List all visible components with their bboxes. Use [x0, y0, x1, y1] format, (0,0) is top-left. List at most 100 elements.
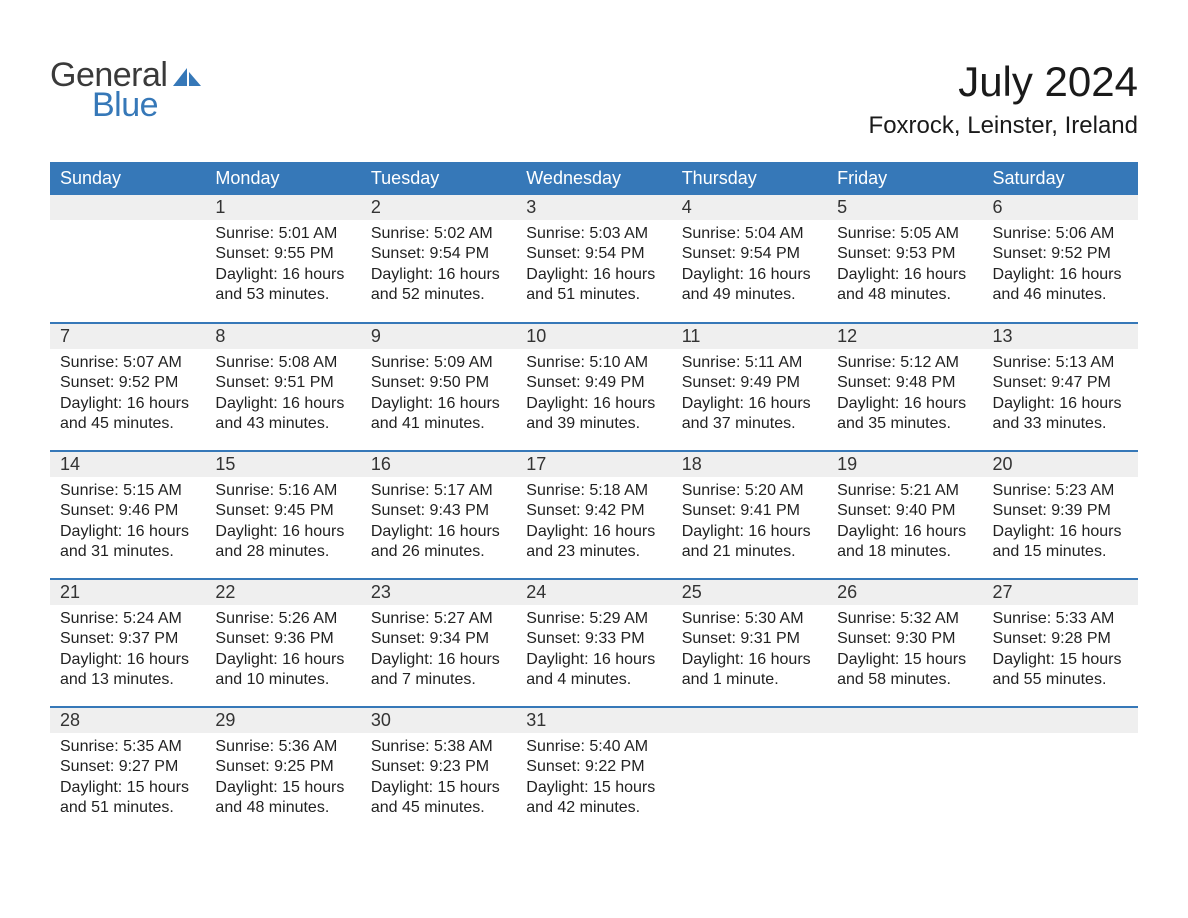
daylight-line: Daylight: 16 hours and 45 minutes.: [60, 394, 195, 435]
day-number: 4: [672, 195, 827, 220]
day-details: Sunrise: 5:09 AMSunset: 9:50 PMDaylight:…: [361, 349, 516, 443]
calendar-day-cell: 13Sunrise: 5:13 AMSunset: 9:47 PMDayligh…: [983, 323, 1138, 451]
calendar-day-cell: 29Sunrise: 5:36 AMSunset: 9:25 PMDayligh…: [205, 707, 360, 835]
daylight-line: Daylight: 15 hours and 42 minutes.: [526, 778, 661, 819]
sunrise-line: Sunrise: 5:05 AM: [837, 224, 972, 244]
sunset-line: Sunset: 9:42 PM: [526, 501, 661, 521]
sunrise-line: Sunrise: 5:17 AM: [371, 481, 506, 501]
weekday-header: Sunday: [50, 162, 205, 195]
sunset-line: Sunset: 9:43 PM: [371, 501, 506, 521]
day-details: Sunrise: 5:29 AMSunset: 9:33 PMDaylight:…: [516, 605, 671, 699]
day-details: Sunrise: 5:07 AMSunset: 9:52 PMDaylight:…: [50, 349, 205, 443]
sunrise-line: Sunrise: 5:30 AM: [682, 609, 817, 629]
day-number: 13: [983, 324, 1138, 349]
calendar-day-cell: 6 Sunrise: 5:06 AMSunset: 9:52 PMDaylight…: [983, 195, 1138, 323]
daylight-line: Daylight: 16 hours and 4 minutes.: [526, 650, 661, 691]
daylight-line: Daylight: 15 hours and 55 minutes.: [993, 650, 1128, 691]
sunrise-line: Sunrise: 5:07 AM: [60, 353, 195, 373]
day-number: 7: [50, 324, 205, 349]
day-details: Sunrise: 5:33 AMSunset: 9:28 PMDaylight:…: [983, 605, 1138, 699]
sunset-line: Sunset: 9:33 PM: [526, 629, 661, 649]
day-number-empty: [672, 708, 827, 733]
daylight-line: Daylight: 15 hours and 51 minutes.: [60, 778, 195, 819]
daylight-line: Daylight: 16 hours and 46 minutes.: [993, 265, 1128, 306]
sunrise-line: Sunrise: 5:02 AM: [371, 224, 506, 244]
calendar-day-cell: [827, 707, 982, 835]
sunset-line: Sunset: 9:31 PM: [682, 629, 817, 649]
sunrise-line: Sunrise: 5:23 AM: [993, 481, 1128, 501]
sunrise-line: Sunrise: 5:29 AM: [526, 609, 661, 629]
sunset-line: Sunset: 9:48 PM: [837, 373, 972, 393]
weekday-header: Wednesday: [516, 162, 671, 195]
day-details: Sunrise: 5:21 AMSunset: 9:40 PMDaylight:…: [827, 477, 982, 571]
daylight-line: Daylight: 16 hours and 53 minutes.: [215, 265, 350, 306]
day-number: 22: [205, 580, 360, 605]
sunset-line: Sunset: 9:22 PM: [526, 757, 661, 777]
day-number: 23: [361, 580, 516, 605]
calendar-day-cell: [672, 707, 827, 835]
daylight-line: Daylight: 16 hours and 15 minutes.: [993, 522, 1128, 563]
daylight-line: Daylight: 16 hours and 43 minutes.: [215, 394, 350, 435]
sunrise-line: Sunrise: 5:09 AM: [371, 353, 506, 373]
sunset-line: Sunset: 9:52 PM: [60, 373, 195, 393]
calendar-day-cell: [50, 195, 205, 323]
day-details: Sunrise: 5:26 AMSunset: 9:36 PMDaylight:…: [205, 605, 360, 699]
day-details: Sunrise: 5:11 AMSunset: 9:49 PMDaylight:…: [672, 349, 827, 443]
daylight-line: Daylight: 16 hours and 21 minutes.: [682, 522, 817, 563]
calendar-week-row: 1Sunrise: 5:01 AMSunset: 9:55 PMDaylight…: [50, 195, 1138, 323]
daylight-line: Daylight: 16 hours and 37 minutes.: [682, 394, 817, 435]
sunrise-line: Sunrise: 5:11 AM: [682, 353, 817, 373]
sunset-line: Sunset: 9:53 PM: [837, 244, 972, 264]
daylight-line: Daylight: 16 hours and 13 minutes.: [60, 650, 195, 691]
calendar-day-cell: 15Sunrise: 5:16 AMSunset: 9:45 PMDayligh…: [205, 451, 360, 579]
day-details: Sunrise: 5:30 AMSunset: 9:31 PMDaylight:…: [672, 605, 827, 699]
daylight-line: Daylight: 16 hours and 1 minute.: [682, 650, 817, 691]
calendar-day-cell: 8Sunrise: 5:08 AMSunset: 9:51 PMDaylight…: [205, 323, 360, 451]
sunset-line: Sunset: 9:49 PM: [526, 373, 661, 393]
calendar-body: 1Sunrise: 5:01 AMSunset: 9:55 PMDaylight…: [50, 195, 1138, 835]
sunset-line: Sunset: 9:55 PM: [215, 244, 350, 264]
daylight-line: Daylight: 16 hours and 39 minutes.: [526, 394, 661, 435]
sunset-line: Sunset: 9:52 PM: [993, 244, 1128, 264]
weekday-header: Saturday: [983, 162, 1138, 195]
day-details: Sunrise: 5:38 AMSunset: 9:23 PMDaylight:…: [361, 733, 516, 827]
daylight-line: Daylight: 16 hours and 48 minutes.: [837, 265, 972, 306]
calendar-week-row: 28Sunrise: 5:35 AMSunset: 9:27 PMDayligh…: [50, 707, 1138, 835]
daylight-line: Daylight: 16 hours and 33 minutes.: [993, 394, 1128, 435]
daylight-line: Daylight: 16 hours and 26 minutes.: [371, 522, 506, 563]
sunset-line: Sunset: 9:25 PM: [215, 757, 350, 777]
day-number: 30: [361, 708, 516, 733]
calendar-day-cell: 18Sunrise: 5:20 AMSunset: 9:41 PMDayligh…: [672, 451, 827, 579]
day-details: Sunrise: 5:27 AMSunset: 9:34 PMDaylight:…: [361, 605, 516, 699]
calendar-day-cell: 7Sunrise: 5:07 AMSunset: 9:52 PMDaylight…: [50, 323, 205, 451]
day-details: Sunrise: 5:03 AMSunset: 9:54 PMDaylight:…: [516, 220, 671, 314]
sunrise-line: Sunrise: 5:06 AM: [993, 224, 1128, 244]
day-number: 29: [205, 708, 360, 733]
sunset-line: Sunset: 9:30 PM: [837, 629, 972, 649]
sunrise-line: Sunrise: 5:32 AM: [837, 609, 972, 629]
sunrise-line: Sunrise: 5:10 AM: [526, 353, 661, 373]
day-number: 25: [672, 580, 827, 605]
day-details: Sunrise: 5:15 AMSunset: 9:46 PMDaylight:…: [50, 477, 205, 571]
day-number: 26: [827, 580, 982, 605]
sunset-line: Sunset: 9:23 PM: [371, 757, 506, 777]
sunset-line: Sunset: 9:36 PM: [215, 629, 350, 649]
daylight-line: Daylight: 15 hours and 58 minutes.: [837, 650, 972, 691]
sunset-line: Sunset: 9:40 PM: [837, 501, 972, 521]
weekday-header: Monday: [205, 162, 360, 195]
day-number: 18: [672, 452, 827, 477]
calendar-day-cell: 12Sunrise: 5:12 AMSunset: 9:48 PMDayligh…: [827, 323, 982, 451]
day-number: 6: [983, 195, 1138, 220]
calendar-day-cell: 22Sunrise: 5:26 AMSunset: 9:36 PMDayligh…: [205, 579, 360, 707]
sunrise-line: Sunrise: 5:16 AM: [215, 481, 350, 501]
logo-sail-icon: [173, 66, 201, 86]
calendar-week-row: 7Sunrise: 5:07 AMSunset: 9:52 PMDaylight…: [50, 323, 1138, 451]
day-details: Sunrise: 5:24 AMSunset: 9:37 PMDaylight:…: [50, 605, 205, 699]
day-details: Sunrise: 5:18 AMSunset: 9:42 PMDaylight:…: [516, 477, 671, 571]
day-number: 21: [50, 580, 205, 605]
day-details: Sunrise: 5:40 AMSunset: 9:22 PMDaylight:…: [516, 733, 671, 827]
calendar-day-cell: 5Sunrise: 5:05 AMSunset: 9:53 PMDaylight…: [827, 195, 982, 323]
weekday-header: Friday: [827, 162, 982, 195]
day-number: 24: [516, 580, 671, 605]
calendar-week-row: 14Sunrise: 5:15 AMSunset: 9:46 PMDayligh…: [50, 451, 1138, 579]
